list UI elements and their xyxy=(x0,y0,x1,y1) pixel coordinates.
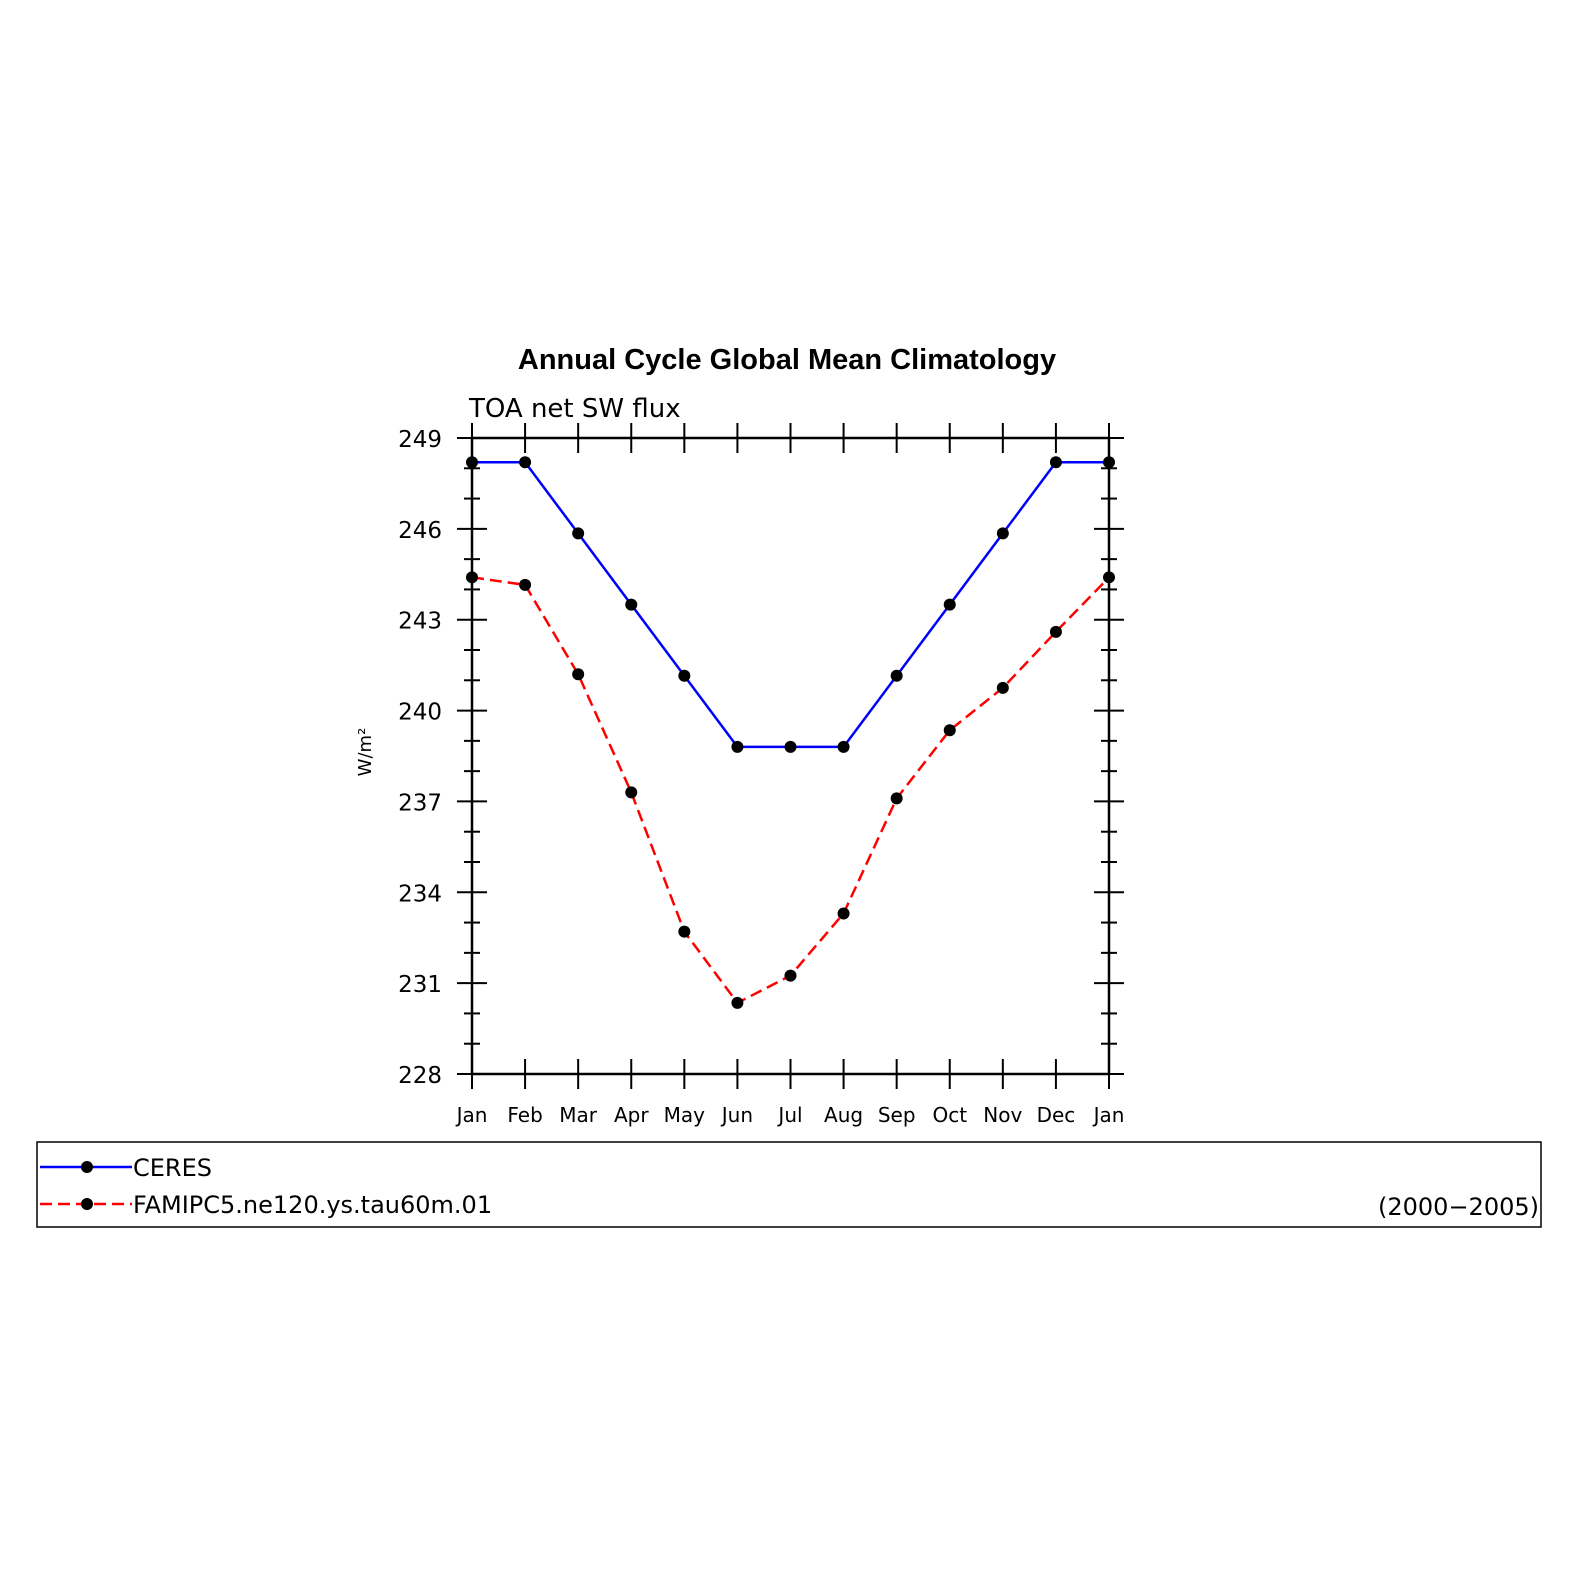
legend-box xyxy=(36,1141,1542,1228)
data-point xyxy=(890,669,903,682)
data-point xyxy=(519,578,532,591)
data-point xyxy=(837,740,850,753)
x-tick-label: Mar xyxy=(559,1103,598,1127)
legend-period-note: (2000−2005) xyxy=(1378,1193,1539,1221)
legend-marker xyxy=(81,1198,93,1210)
y-axis-label: W/m² xyxy=(355,728,376,777)
y-tick-label: 234 xyxy=(398,881,442,907)
y-tick-label: 228 xyxy=(398,1063,442,1089)
data-point xyxy=(572,668,585,681)
legend-label: CERES xyxy=(133,1154,212,1182)
x-tick-label: Nov xyxy=(983,1103,1022,1127)
data-point xyxy=(678,669,691,682)
data-point xyxy=(1049,456,1062,469)
y-tick-label: 249 xyxy=(398,427,442,453)
legend: CERES FAMIPC5.ne120.ys.tau60m.01 xyxy=(40,1154,492,1219)
data-point xyxy=(1049,625,1062,638)
series-line xyxy=(471,576,1110,1005)
data-point xyxy=(625,598,638,611)
data-point xyxy=(678,925,691,938)
x-tick-label: Sep xyxy=(878,1103,916,1127)
data-point xyxy=(837,907,850,920)
data-point xyxy=(943,724,956,737)
data-point xyxy=(996,681,1009,694)
data-point xyxy=(890,792,903,805)
x-tick-label: Jun xyxy=(720,1103,753,1127)
x-tick-label: Feb xyxy=(507,1103,542,1127)
y-tick-label: 246 xyxy=(398,518,442,544)
data-point xyxy=(731,996,744,1009)
y-tick-label: 237 xyxy=(398,790,442,816)
data-point xyxy=(784,740,797,753)
data-point xyxy=(996,527,1009,540)
data-point xyxy=(784,969,797,982)
x-tick-label: Oct xyxy=(932,1103,967,1127)
data-point xyxy=(519,456,532,469)
data-point xyxy=(731,740,744,753)
data-point xyxy=(572,527,585,540)
x-tick-label: Jan xyxy=(1092,1103,1125,1127)
x-tick-label: Jul xyxy=(776,1103,802,1127)
x-tick-label: May xyxy=(664,1103,706,1127)
series-line xyxy=(472,460,1109,749)
legend-label: FAMIPC5.ne120.ys.tau60m.01 xyxy=(133,1191,492,1219)
data-point xyxy=(625,786,638,799)
axes-layer: 228 231 234 237 240 243 246 249 Jan Feb Mar Apr May J… xyxy=(398,423,1124,1127)
x-tick-label: Apr xyxy=(614,1103,649,1127)
series-layer xyxy=(466,456,1115,1009)
x-tick-label: Dec xyxy=(1037,1103,1076,1127)
y-tick-label: 231 xyxy=(398,972,442,998)
y-tick-label: 243 xyxy=(398,609,442,635)
x-tick-label: Jan xyxy=(455,1103,488,1127)
x-tick-label: Aug xyxy=(824,1103,863,1127)
data-point xyxy=(943,598,956,611)
y-tick-label: 240 xyxy=(398,700,442,726)
chart-subtitle: TOA net SW flux xyxy=(468,394,681,424)
legend-marker xyxy=(81,1161,93,1173)
chart-title: Annual Cycle Global Mean Climatology xyxy=(518,344,1056,376)
